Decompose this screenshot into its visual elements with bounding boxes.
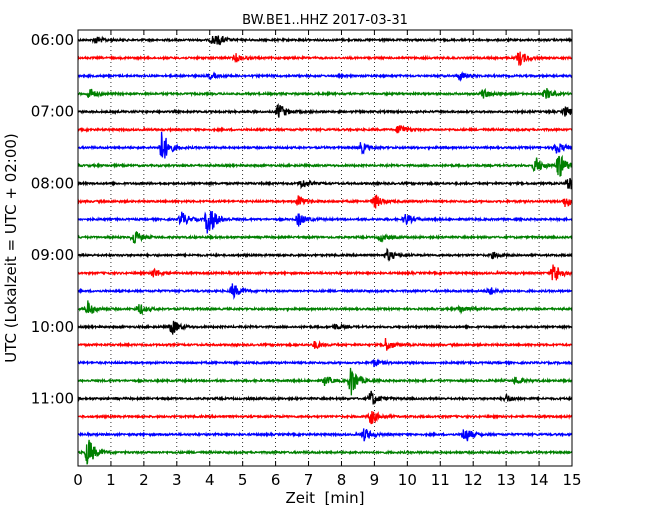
trace-1030 [77,358,573,368]
trace-0915 [77,264,573,281]
trace-0730 [77,131,573,159]
y-axis-label: UTC (Lokalzeit = UTC + 02:00) [2,133,20,363]
trace-1045 [77,367,573,396]
x-axis-label: Zeit [min] [285,489,364,507]
trace-1145 [77,439,573,465]
trace-1115 [77,410,573,425]
trace-0715 [77,124,573,134]
y-tick-label: 07:00 [31,103,74,121]
x-axis: 0 1 2 3 4 5 6 7 8 9 10 11 12 13 14 15 [73,30,582,489]
trace-0930 [77,283,573,300]
y-tick-label: 09:00 [31,246,74,264]
x-tick-label: 0 [73,471,83,489]
y-tick-label: 10:00 [31,318,74,336]
x-tick-label: 9 [370,471,380,489]
trace-0815 [77,194,573,209]
x-tick-label: 13 [497,471,516,489]
x-tick-label: 5 [238,471,248,489]
trace-1015 [77,338,573,351]
x-tick-label: 12 [464,471,483,489]
trace-0700 [77,103,573,118]
y-tick-label: 11:00 [31,390,74,408]
trace-1100 [77,390,573,405]
trace-0900 [77,247,573,262]
x-tick-label: 10 [398,471,417,489]
x-tick-label: 8 [337,471,347,489]
plot-frame [77,29,573,467]
y-tick-label: 08:00 [31,174,74,192]
trace-0645 [77,87,573,99]
x-tick-label: 14 [530,471,549,489]
x-tick-label: 7 [304,471,314,489]
trace-0745 [77,154,573,177]
trace-0945 [77,300,573,316]
trace-1130 [77,428,573,442]
vertical-grid [110,30,540,466]
x-tick-label: 6 [271,471,281,489]
x-tick-label: 1 [106,471,116,489]
trace-0600 [77,35,573,46]
trace-0845 [77,231,573,244]
trace-1000 [77,320,573,335]
x-tick-label: 2 [139,471,149,489]
trace-lines [77,35,573,465]
x-tick-label: 11 [431,471,450,489]
chart-title: BW.BE1..HHZ 2017-03-31 [242,13,408,28]
trace-0630 [77,70,573,82]
y-tick-label: 06:00 [31,31,74,49]
x-tick-label: 3 [172,471,182,489]
trace-0830 [77,210,573,234]
trace-0615 [77,51,573,67]
y-axis: 06:00 07:00 08:00 09:00 10:00 11:00 [31,31,572,408]
trace-0800 [77,177,573,190]
x-tick-label: 15 [562,471,581,489]
x-tick-label: 4 [205,471,215,489]
